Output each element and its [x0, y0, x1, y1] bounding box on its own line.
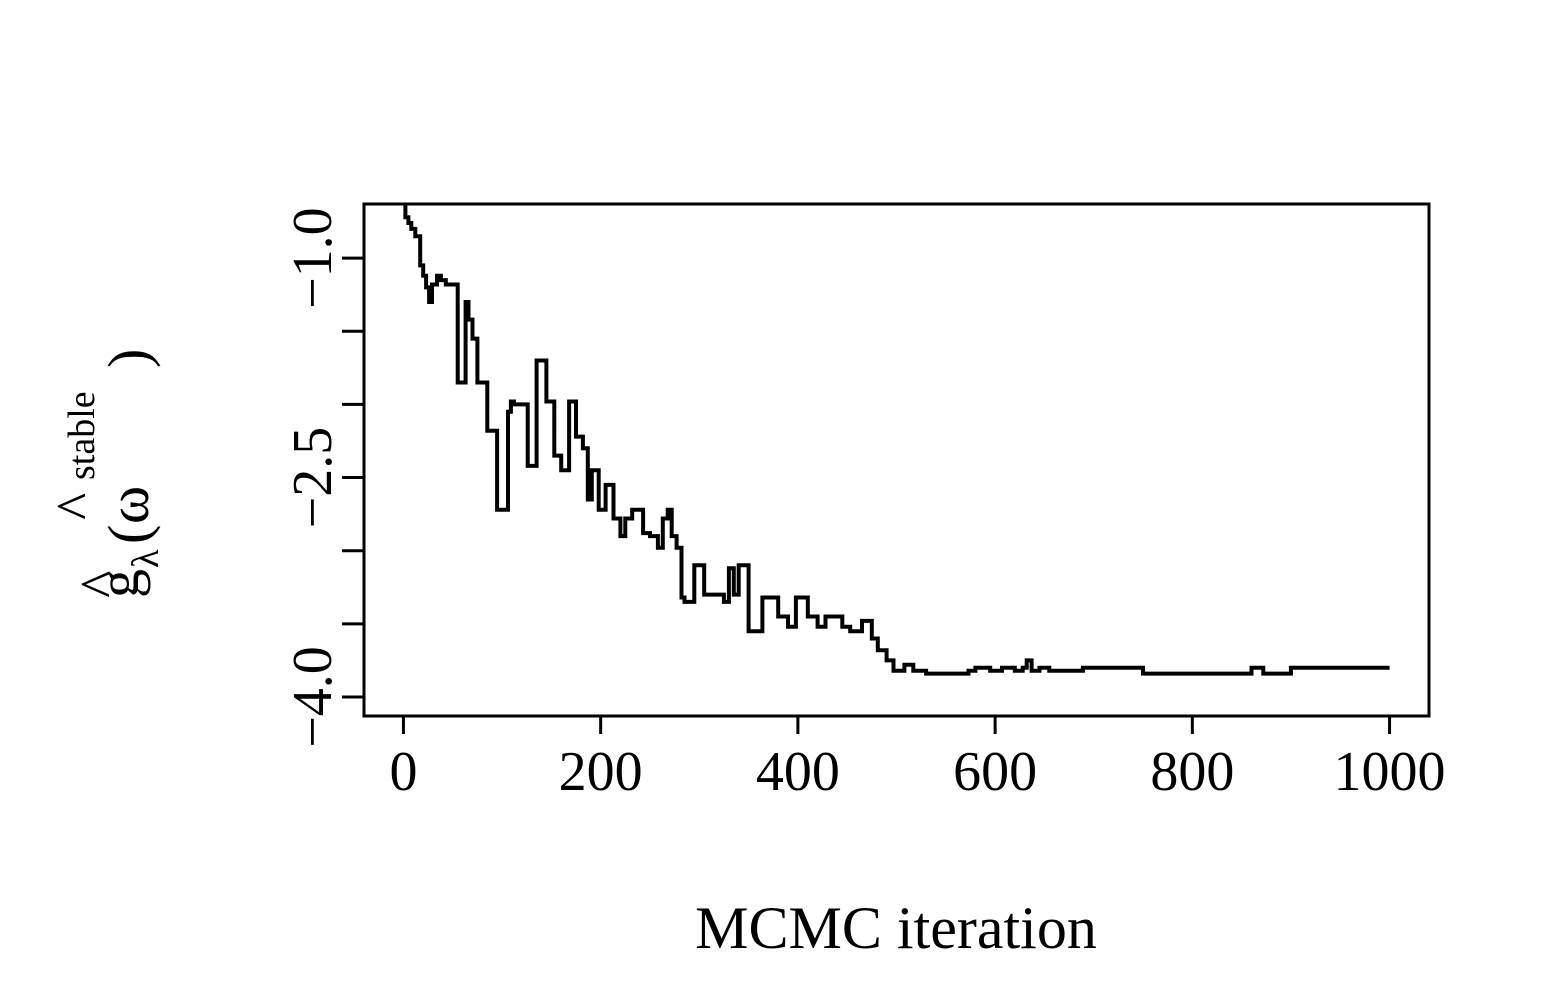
y-label-superscript: stable: [61, 391, 103, 480]
y-tick-label: −2.5: [282, 427, 344, 529]
y-label-hat: ^: [68, 571, 133, 598]
x-axis: 0 200 400 600 800 1000: [389, 714, 1446, 803]
y-label-open-paren: (: [96, 525, 161, 544]
y-tick-label: −4.0: [282, 646, 344, 748]
x-tick-label: 200: [559, 741, 643, 803]
x-tick-label: 800: [1150, 741, 1234, 803]
series-line: [403, 204, 1390, 676]
y-label-omega: ω: [96, 486, 161, 524]
y-label-g: g: [86, 569, 151, 598]
y-tick-label: −1.0: [282, 207, 344, 309]
x-tick-label: 400: [756, 741, 840, 803]
x-tick-label: 600: [953, 741, 1037, 803]
y-axis-label: ^ g λ ( ^ ω stable ): [44, 349, 167, 598]
x-axis-label: MCMC iteration: [695, 895, 1097, 961]
y-label-omega-hat: ^: [44, 493, 109, 520]
y-axis: −4.0 −2.5 −1.0: [282, 207, 366, 748]
x-tick-label: 0: [389, 741, 417, 803]
y-label-subscript: λ: [125, 549, 167, 568]
x-tick-label: 1000: [1334, 741, 1446, 803]
y-label-close-paren: ): [96, 349, 161, 368]
plot-frame: [362, 202, 1431, 718]
